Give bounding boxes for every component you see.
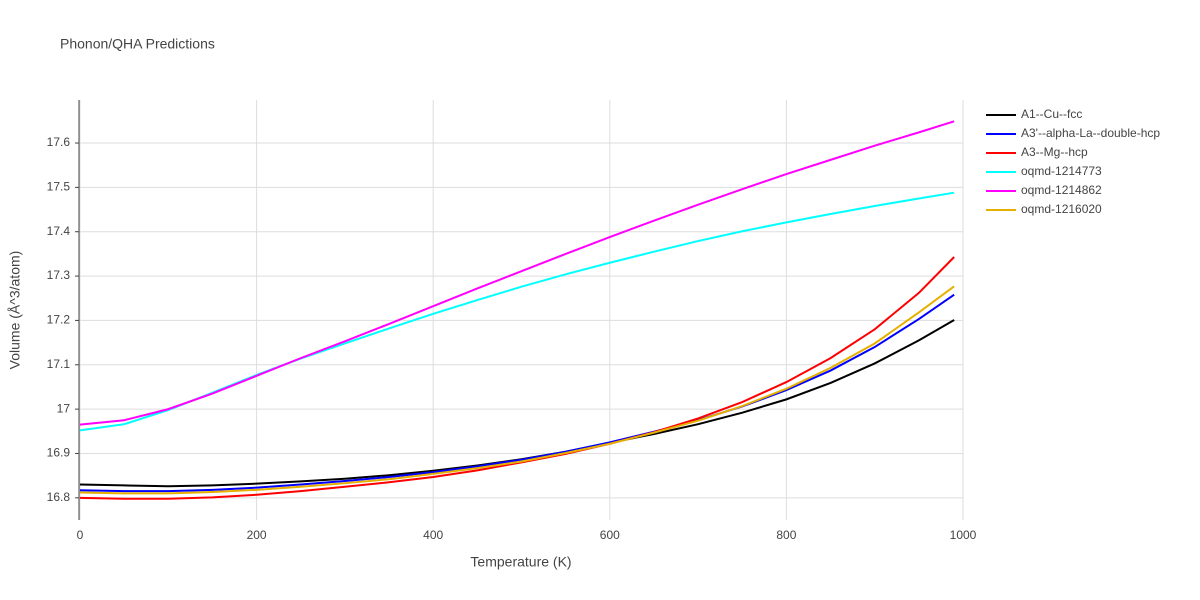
y-tick-label: 17.5 (47, 180, 71, 194)
legend-label: A1--Cu--fcc (1021, 107, 1082, 121)
y-tick-label: 17.6 (47, 135, 71, 149)
line-series (79, 285, 955, 495)
y-tick-label: 16.9 (47, 446, 71, 460)
legend-label: oqmd-1214862 (1021, 183, 1102, 197)
x-tick-label: 200 (247, 528, 267, 542)
legend-label: oqmd-1216020 (1021, 202, 1102, 216)
legend-label: A3'--alpha-La--double-hcp (1021, 126, 1160, 140)
line-series (79, 293, 955, 493)
x-axis-label: Temperature (K) (470, 554, 571, 570)
line-series (79, 120, 955, 426)
y-tick-label: 17 (57, 401, 71, 415)
x-tick-label: 0 (77, 528, 84, 542)
y-tick-label: 17.4 (47, 224, 71, 238)
y-tick-label: 16.8 (47, 490, 71, 504)
x-tick-label: 1000 (950, 528, 977, 542)
x-tick-label: 400 (423, 528, 443, 542)
y-tick-label: 17.1 (47, 357, 71, 371)
y-axis-label: Volume (Å^3/atom) (7, 251, 23, 370)
y-tick-label: 17.3 (47, 268, 71, 282)
x-tick-label: 600 (600, 528, 620, 542)
legend-label: A3--Mg--hcp (1021, 145, 1088, 159)
legend-label: oqmd-1214773 (1021, 164, 1102, 178)
x-tick-label: 800 (776, 528, 796, 542)
y-tick-label: 17.2 (47, 313, 71, 327)
chart-title: Phonon/QHA Predictions (60, 36, 215, 52)
